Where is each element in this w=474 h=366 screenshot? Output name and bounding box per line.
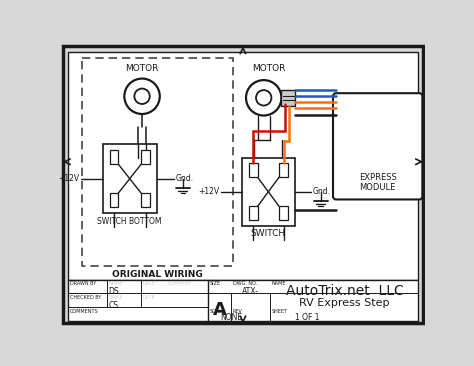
Bar [249, 163, 257, 177]
Text: REV: REV [233, 309, 243, 314]
Bar [141, 150, 150, 164]
Bar [82, 58, 233, 266]
Text: SWITCH BOTTOM: SWITCH BOTTOM [98, 217, 162, 226]
Text: CHECKED BY: CHECKED BY [70, 295, 101, 300]
Bar [279, 163, 288, 177]
Text: SCALE: SCALE [210, 309, 226, 314]
Text: A: A [213, 301, 227, 319]
Text: 1 OF 1: 1 OF 1 [294, 313, 319, 322]
Text: +12V: +12V [198, 187, 219, 196]
Bar [109, 193, 118, 207]
Text: COMPANY: COMPANY [168, 281, 192, 286]
Text: ATX-: ATX- [242, 287, 259, 296]
Bar [109, 150, 118, 164]
Text: MODULE: MODULE [359, 183, 396, 191]
Bar [68, 52, 418, 280]
Text: DS: DS [108, 287, 119, 296]
Text: +12V: +12V [59, 174, 80, 183]
Text: DRAWN BY: DRAWN BY [70, 281, 96, 286]
Text: MOTOR: MOTOR [125, 64, 159, 73]
FancyBboxPatch shape [333, 93, 422, 199]
Bar [68, 280, 418, 321]
Text: CS: CS [108, 301, 118, 310]
Bar [282, 90, 295, 105]
Text: NONE: NONE [220, 313, 242, 322]
Text: MOTOR: MOTOR [252, 64, 285, 73]
Text: DWG. NO.: DWG. NO. [233, 281, 257, 286]
Text: NAME: NAME [108, 295, 123, 300]
Text: EXPRESS: EXPRESS [359, 173, 397, 182]
Text: AutoTrix.net  LLC: AutoTrix.net LLC [286, 284, 403, 298]
Bar [103, 144, 157, 213]
Text: Gnd.: Gnd. [175, 174, 193, 183]
Circle shape [246, 80, 282, 116]
Text: SIZE: SIZE [210, 281, 221, 286]
Bar [242, 158, 294, 226]
Circle shape [256, 90, 272, 105]
Bar [141, 193, 150, 207]
Text: SWITCH: SWITCH [251, 229, 286, 239]
Text: NAME: NAME [108, 281, 123, 286]
Text: DATE: DATE [143, 295, 155, 300]
Text: ORIGINAL WIRING: ORIGINAL WIRING [112, 269, 203, 279]
Circle shape [134, 89, 150, 104]
Bar [249, 206, 257, 220]
Text: Gnd.: Gnd. [313, 187, 331, 196]
Text: SHEET: SHEET [272, 309, 288, 314]
Circle shape [124, 79, 160, 114]
Text: RV Express Step: RV Express Step [299, 298, 390, 308]
Text: DATE: DATE [143, 281, 155, 286]
Text: COMMENTS: COMMENTS [70, 309, 98, 314]
Bar [279, 206, 288, 220]
Text: NAME: NAME [272, 281, 286, 286]
